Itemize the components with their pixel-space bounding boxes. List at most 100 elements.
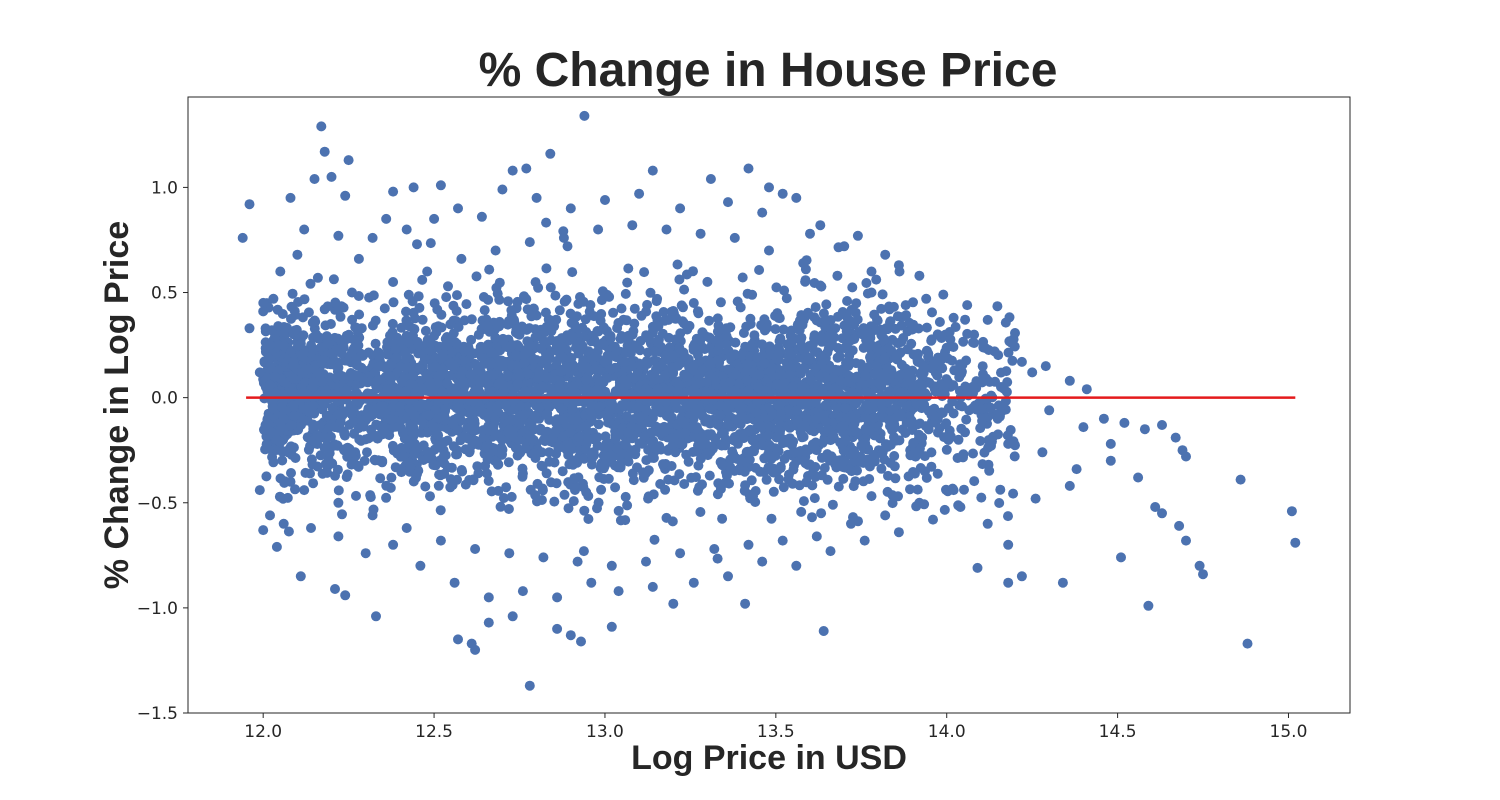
data-point (807, 512, 817, 523)
data-point (653, 321, 664, 332)
data-point (852, 465, 862, 476)
data-point (757, 207, 768, 218)
data-point (810, 302, 821, 313)
data-point (742, 446, 753, 457)
data-point (375, 402, 386, 412)
data-point (312, 439, 323, 449)
data-point (610, 482, 621, 493)
data-point (313, 333, 324, 344)
data-point (620, 491, 631, 502)
data-point (613, 505, 624, 516)
data-point (577, 358, 588, 369)
data-point (957, 401, 968, 412)
data-point (791, 560, 802, 571)
data-point (757, 339, 768, 350)
data-point (788, 381, 799, 392)
data-point (534, 366, 545, 377)
data-point (660, 484, 671, 495)
data-point (413, 291, 424, 302)
y-axis-label: % Change in Log Price (98, 221, 136, 589)
data-point (265, 340, 275, 351)
data-point (798, 258, 809, 269)
data-point (271, 434, 282, 445)
data-point (851, 427, 862, 438)
data-point (961, 388, 972, 399)
y-axis: −1.5−1.0−0.50.00.51.0 (137, 178, 188, 724)
data-point (757, 556, 768, 567)
data-point (778, 324, 789, 335)
data-point (797, 381, 808, 392)
data-point (763, 403, 774, 414)
data-point (717, 459, 727, 470)
data-point (821, 299, 832, 310)
data-point (820, 322, 831, 333)
data-point (520, 386, 531, 397)
data-point (935, 355, 946, 366)
data-point (507, 415, 518, 426)
data-point (268, 403, 279, 414)
data-point (580, 394, 590, 405)
data-point (400, 347, 411, 358)
data-point (244, 323, 255, 334)
data-point (596, 309, 607, 319)
data-point (458, 376, 469, 387)
data-point (1098, 413, 1109, 424)
data-point (992, 301, 1003, 312)
data-point (840, 403, 850, 414)
data-point (452, 290, 462, 301)
data-point (670, 447, 681, 458)
data-point (363, 347, 374, 358)
data-point (752, 352, 763, 363)
data-point (433, 430, 444, 441)
data-point (983, 442, 994, 453)
data-point (440, 340, 451, 351)
data-point (850, 476, 861, 487)
data-point (1006, 338, 1017, 348)
data-point (288, 442, 299, 453)
data-point (481, 321, 492, 331)
data-point (537, 461, 548, 472)
data-point (958, 449, 969, 460)
data-point (777, 369, 787, 380)
data-point (859, 535, 870, 546)
data-point (408, 371, 418, 382)
data-point (298, 387, 309, 398)
data-point (834, 351, 845, 361)
data-point (893, 491, 903, 502)
data-point (762, 322, 772, 333)
data-point (851, 358, 861, 369)
data-point (993, 429, 1003, 440)
data-point (840, 434, 851, 445)
data-point (299, 294, 310, 305)
data-point (772, 379, 782, 390)
data-point (565, 308, 576, 319)
data-point (378, 422, 389, 433)
data-point (377, 455, 388, 466)
data-point (829, 332, 840, 343)
data-point (396, 388, 407, 399)
data-point (283, 526, 294, 537)
data-point (801, 447, 812, 458)
data-point (305, 278, 316, 289)
data-point (882, 324, 893, 335)
data-point (564, 427, 575, 438)
data-point (704, 403, 715, 414)
data-point (369, 454, 380, 465)
data-point (340, 190, 351, 201)
data-point (900, 300, 911, 311)
data-point (543, 362, 554, 373)
data-point (846, 304, 857, 315)
data-point (594, 472, 605, 483)
data-point (503, 296, 514, 307)
data-point (913, 448, 924, 459)
data-point (360, 548, 371, 559)
data-point (552, 623, 563, 634)
data-point (688, 298, 699, 308)
data-point (546, 477, 556, 488)
data-point (425, 338, 436, 348)
data-point (726, 352, 736, 363)
data-point (846, 518, 856, 529)
data-point (915, 368, 925, 379)
data-point (451, 338, 462, 349)
data-point (740, 367, 751, 378)
